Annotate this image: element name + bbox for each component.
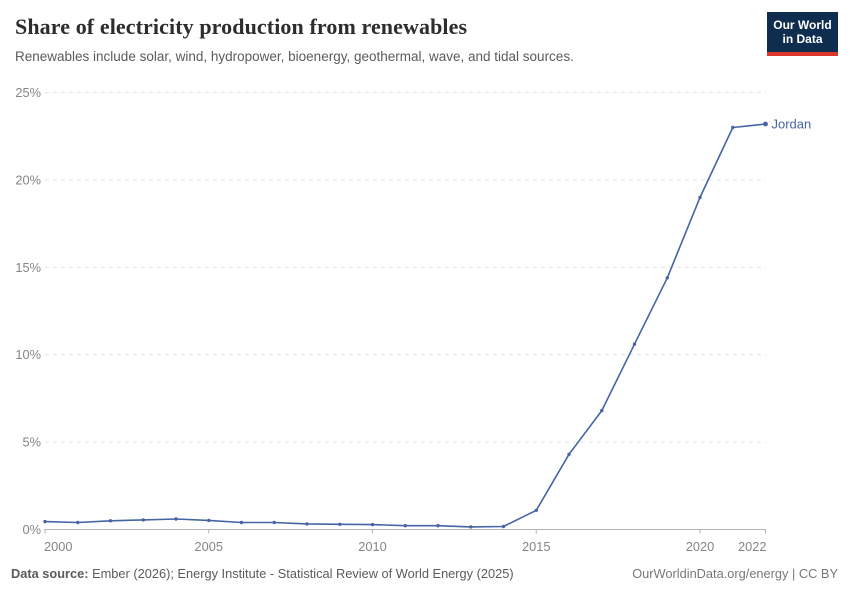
data-point-marker[interactable] [141, 518, 145, 522]
owid-logo[interactable]: Our World in Data [767, 12, 838, 56]
data-source-text: Ember (2026); Energy Institute - Statist… [92, 566, 514, 581]
chart-subtitle: Renewables include solar, wind, hydropow… [15, 49, 574, 64]
y-axis-label: 25% [15, 85, 41, 100]
y-axis-label: 0% [23, 522, 42, 537]
x-axis-label: 2020 [686, 539, 714, 554]
y-axis-label: 10% [15, 347, 41, 362]
data-point-marker[interactable] [370, 522, 375, 527]
chart-title: Share of electricity production from ren… [15, 14, 468, 39]
data-point-marker[interactable] [534, 508, 538, 512]
data-point-marker[interactable] [469, 525, 473, 529]
data-point-marker[interactable] [207, 518, 211, 523]
x-axis-label: 2005 [195, 539, 223, 554]
owid-logo-line2: in Data [782, 32, 823, 47]
data-point-marker[interactable] [698, 195, 702, 200]
data-point-marker[interactable] [76, 520, 80, 525]
data-point-marker[interactable] [567, 452, 571, 456]
data-point-marker[interactable] [665, 276, 669, 280]
data-source-label: Data source: [11, 566, 89, 581]
x-axis-label: 2015 [522, 539, 550, 554]
y-axis-label: 15% [15, 260, 41, 275]
data-point-marker[interactable] [632, 342, 637, 346]
data-line-jordan[interactable] [44, 123, 767, 528]
chart-header: Share of electricity production from ren… [15, 14, 754, 64]
x-axis-label: 2000 [44, 539, 72, 554]
data-point-marker[interactable] [731, 125, 735, 130]
data-point-marker[interactable] [436, 524, 440, 528]
owid-logo-line1: Our World [773, 18, 832, 32]
data-point-marker[interactable] [272, 520, 276, 525]
x-axis-label: 2022 [738, 539, 766, 554]
credit-link[interactable]: OurWorldinData.org/energy | CC BY [632, 566, 838, 581]
data-point-marker[interactable] [501, 524, 506, 529]
data-point-marker[interactable] [600, 408, 604, 413]
chart-footer: Data source: Ember (2026); Energy Instit… [11, 566, 838, 581]
y-axis-label: 20% [15, 172, 41, 187]
data-point-marker[interactable] [108, 519, 113, 523]
data-point-marker[interactable] [305, 522, 309, 526]
data-point-marker[interactable] [403, 524, 407, 528]
data-source: Data source: Ember (2026); Energy Instit… [11, 566, 514, 581]
data-point-marker[interactable] [43, 519, 47, 524]
data-point-marker[interactable] [239, 520, 244, 525]
data-point-marker[interactable] [338, 522, 342, 526]
series-end-label[interactable]: Jordan [772, 116, 812, 131]
x-axis-label: 2010 [358, 539, 386, 554]
data-point-marker[interactable] [174, 517, 178, 521]
y-axis-label: 5% [23, 435, 42, 450]
data-point-marker[interactable] [763, 121, 768, 127]
